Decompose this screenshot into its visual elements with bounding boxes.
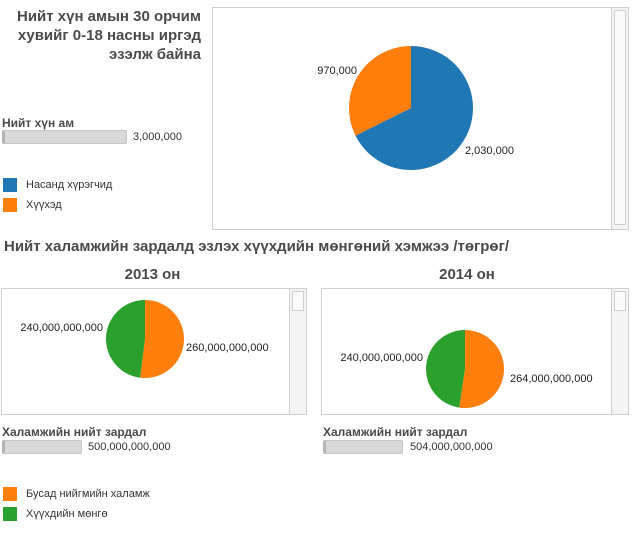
legend-swatch — [3, 487, 17, 501]
legend-item-children: Хүүхэд — [3, 198, 62, 212]
welfare-2013-slider[interactable] — [2, 440, 82, 454]
chart-2014-scrollbar[interactable] — [611, 289, 628, 414]
slice-label: 260,000,000,000 — [186, 342, 269, 354]
welfare-2014-label: Халамжийн нийт зардал — [323, 425, 468, 439]
year-2013-title: 2013 он — [124, 266, 181, 283]
pie-chart-2014: 264,000,000,000 240,000,000,000 — [340, 330, 593, 408]
legend-label: Хүүхэд — [26, 199, 62, 211]
pie-slice[interactable] — [349, 46, 411, 136]
scrollbar-thumb[interactable] — [614, 10, 626, 225]
chart-2013-frame: 260,000,000,000 240,000,000,000 — [1, 288, 307, 415]
legend-swatch — [3, 178, 17, 192]
title-line: эзэлж байна — [108, 46, 201, 63]
top-chart-title: Нийт хүн амын 30 орчим хувийг 0-18 насны… — [0, 7, 201, 64]
population-slider[interactable] — [2, 130, 127, 144]
pie-slice[interactable] — [426, 330, 465, 408]
population-pie-chart: 2,030,000 970,000 — [317, 46, 514, 171]
welfare-2013-label: Халамжийн нийт зардал — [2, 425, 147, 439]
slice-label: 240,000,000,000 — [20, 322, 103, 334]
pie-slice[interactable] — [459, 330, 505, 408]
pie-slice[interactable] — [355, 46, 473, 171]
pie-slice[interactable] — [105, 300, 145, 378]
legend-label: Насанд хүрэгчид — [26, 179, 113, 191]
legend-swatch — [3, 507, 17, 521]
scrollbar-thumb[interactable] — [292, 291, 304, 311]
chart-2013-scrollbar[interactable] — [289, 289, 306, 414]
title-line: Нийт хүн амын 30 орчим — [16, 8, 201, 25]
title-line: хувийг 0-18 насны иргэд — [17, 27, 201, 44]
welfare-2013-value: 500,000,000,000 — [88, 441, 171, 453]
population-control-label: Нийт хүн ам — [2, 116, 75, 130]
legend-label: Бусад нийгмийн халамж — [26, 488, 150, 500]
legend-item-adults: Насанд хүрэгчид — [3, 178, 112, 192]
welfare-2014-slider[interactable] — [323, 440, 403, 454]
chart-2014-frame: 264,000,000,000 240,000,000,000 — [321, 288, 629, 415]
top-chart-frame: 2,030,000 970,000 — [212, 7, 629, 230]
welfare-2014-value: 504,000,000,000 — [410, 441, 493, 453]
slice-label: 970,000 — [317, 65, 357, 77]
slice-label: 240,000,000,000 — [340, 352, 423, 364]
population-value: 3,000,000 — [133, 131, 182, 143]
legend-swatch — [3, 198, 17, 212]
slice-label: 264,000,000,000 — [510, 373, 593, 385]
section-title: Нийт халамжийн зардалд эзлэх хүүхдийн мө… — [4, 238, 510, 255]
legend-item-other-welfare: Бусад нийгмийн халамж — [3, 487, 150, 501]
pie-chart-2013: 260,000,000,000 240,000,000,000 — [20, 300, 269, 378]
legend-label: Хүүхдийн мөнгө — [26, 508, 108, 520]
top-chart-scrollbar[interactable] — [611, 8, 628, 229]
slice-label: 2,030,000 — [465, 145, 514, 157]
scrollbar-thumb[interactable] — [614, 291, 626, 311]
pie-slice[interactable] — [140, 300, 184, 378]
year-2014-title: 2014 он — [439, 266, 495, 283]
legend-item-child-money: Хүүхдийн мөнгө — [3, 507, 108, 521]
